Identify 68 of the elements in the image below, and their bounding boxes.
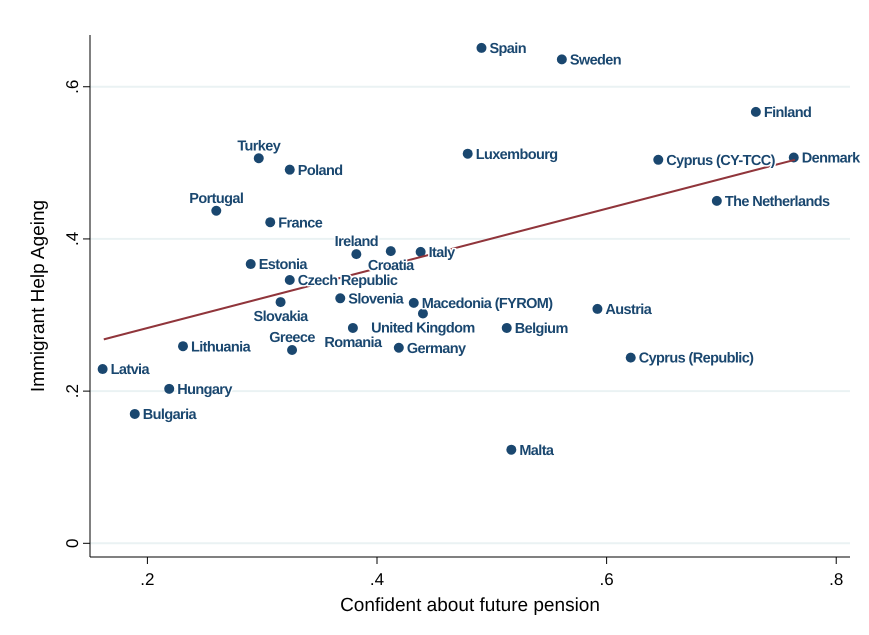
series-label: Malta	[519, 442, 555, 459]
point	[476, 42, 486, 53]
point	[592, 304, 602, 314]
series-label: Ireland	[334, 234, 378, 250]
series-label: Latvia	[110, 362, 150, 378]
series-label: Estonia	[258, 257, 308, 274]
y-tick-label: .2	[63, 384, 82, 398]
point	[386, 246, 396, 256]
x-tick-label: .4	[370, 570, 384, 589]
point	[265, 217, 276, 228]
series-label: Spain	[489, 41, 526, 58]
series-label: Romania	[324, 335, 383, 352]
y-axis-title: Immigrant Help Ageing	[28, 200, 49, 392]
point	[351, 249, 362, 260]
series-label: Bulgaria	[142, 407, 198, 424]
series-label: Poland	[298, 162, 343, 179]
x-tick-label: .6	[600, 570, 614, 589]
point	[418, 308, 428, 318]
point	[335, 293, 346, 304]
point	[287, 345, 298, 356]
point	[394, 342, 404, 353]
point	[98, 364, 108, 374]
x-axis-title: Confident about future pension	[340, 595, 600, 616]
point	[750, 106, 761, 117]
point	[626, 352, 636, 363]
point	[246, 259, 256, 270]
point	[556, 54, 567, 64]
x-tick-label: .2	[140, 570, 154, 589]
point	[164, 384, 174, 394]
series-label: Slovakia	[254, 309, 310, 326]
point	[284, 275, 295, 286]
series-label: Cyprus (Republic)	[638, 350, 754, 367]
point	[211, 206, 222, 216]
series-label: Luxembourg	[476, 146, 558, 163]
point	[178, 341, 188, 352]
series-label: Slovenia	[348, 291, 405, 308]
point	[506, 444, 516, 455]
point	[284, 164, 295, 175]
point	[416, 246, 426, 257]
point	[502, 322, 512, 333]
series-label: Sweden	[570, 52, 622, 68]
point	[276, 297, 286, 308]
series-label: France	[278, 215, 323, 232]
series-label: Macedonia (FYROM)	[422, 296, 554, 312]
point	[254, 153, 264, 164]
series-label: The Netherlands	[724, 194, 830, 210]
y-tick-label: .6	[63, 80, 82, 94]
point	[348, 322, 358, 333]
series-label: Turkey	[237, 138, 281, 154]
point	[653, 154, 664, 165]
x-tick-label: .8	[829, 570, 844, 589]
point	[712, 196, 722, 206]
series-label: Austria	[605, 302, 653, 318]
series-label: Hungary	[177, 382, 232, 398]
series-label: Belgium	[514, 321, 568, 338]
point	[130, 408, 140, 419]
series-label: Portugal	[189, 190, 244, 207]
y-tick-label: .4	[63, 232, 82, 246]
point	[462, 148, 473, 159]
series-label: Cyprus (CY-TCC)	[666, 152, 776, 169]
series-label: Lithuania	[190, 339, 252, 356]
y-tick-label: 0	[63, 538, 82, 548]
series-label: Germany	[406, 340, 466, 357]
series-label: Finland	[764, 104, 812, 121]
series-label: Denmark	[802, 150, 862, 167]
series-label: Greece	[269, 330, 316, 346]
series-label: United Kingdom	[371, 320, 475, 337]
point	[408, 298, 419, 308]
